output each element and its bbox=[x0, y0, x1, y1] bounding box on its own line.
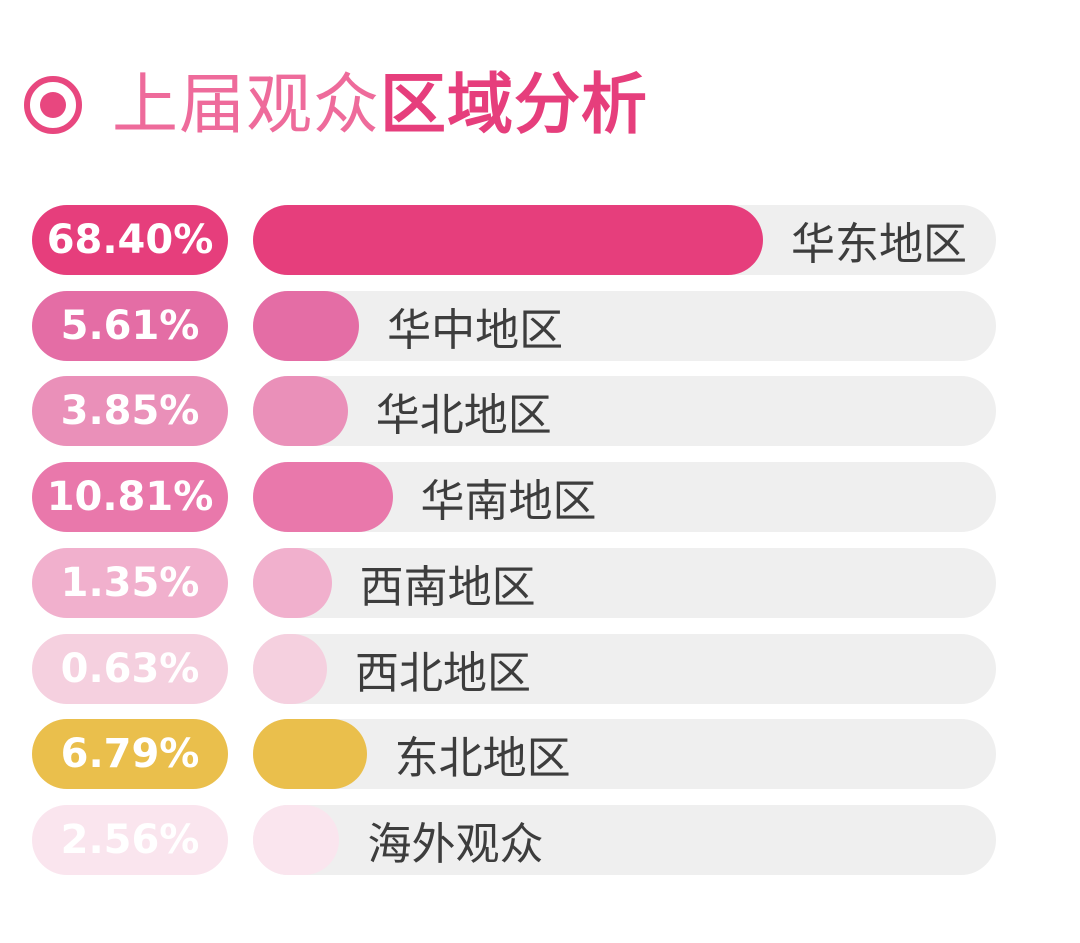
chart-title-bold: 区域分析 bbox=[380, 66, 648, 143]
chart-title-light: 上届观众 bbox=[112, 66, 380, 143]
value-label: 10.81% bbox=[32, 462, 228, 533]
category-label: 华东地区 bbox=[791, 219, 967, 270]
category-label: 华北地区 bbox=[375, 390, 552, 442]
bar-track bbox=[253, 633, 996, 704]
bar-row: 1.35% 西南地区 bbox=[0, 547, 1080, 618]
value-label: 3.85% bbox=[32, 376, 228, 447]
bar bbox=[253, 462, 393, 533]
bar-row: 5.61% 华中地区 bbox=[0, 290, 1080, 361]
bar-track bbox=[253, 547, 996, 618]
value-label: 6.79% bbox=[32, 719, 228, 790]
value-label: 1.35% bbox=[32, 547, 228, 618]
chart-title: 上届观众区域分析 bbox=[112, 72, 648, 138]
bar bbox=[253, 290, 360, 361]
value-label: 68.40% bbox=[32, 205, 228, 275]
bar-track bbox=[253, 290, 996, 361]
bar bbox=[253, 633, 328, 704]
bar-track bbox=[253, 376, 996, 447]
bar bbox=[253, 719, 367, 790]
category-label: 西北地区 bbox=[355, 647, 532, 699]
radio-dot-icon bbox=[24, 76, 82, 134]
bar-row: 2.56% 海外观众 bbox=[0, 804, 1080, 875]
category-label: 西南地区 bbox=[359, 561, 536, 613]
category-label: 华南地区 bbox=[420, 476, 597, 528]
bar-row: 6.79% 东北地区 bbox=[0, 719, 1080, 790]
value-label: 5.61% bbox=[32, 290, 228, 361]
category-label: 东北地区 bbox=[394, 733, 571, 785]
category-label: 华中地区 bbox=[387, 304, 564, 356]
category-label: 海外观众 bbox=[367, 818, 544, 870]
chart-header: 上届观众区域分析 bbox=[24, 60, 648, 150]
radio-dot-icon-center bbox=[40, 92, 66, 118]
bar-row: 3.85% 华北地区 bbox=[0, 376, 1080, 447]
bar bbox=[253, 547, 332, 618]
bar-row: 68.40% 华东地区 bbox=[0, 205, 1080, 275]
bar-track bbox=[253, 804, 996, 875]
bar bbox=[253, 376, 348, 447]
bar-track bbox=[253, 719, 996, 790]
bar bbox=[253, 804, 340, 875]
bar bbox=[253, 205, 763, 275]
bar-row: 10.81% 华南地区 bbox=[0, 462, 1080, 533]
value-label: 0.63% bbox=[32, 633, 228, 704]
value-label: 2.56% bbox=[32, 804, 228, 875]
bar-row: 0.63% 西北地区 bbox=[0, 633, 1080, 704]
